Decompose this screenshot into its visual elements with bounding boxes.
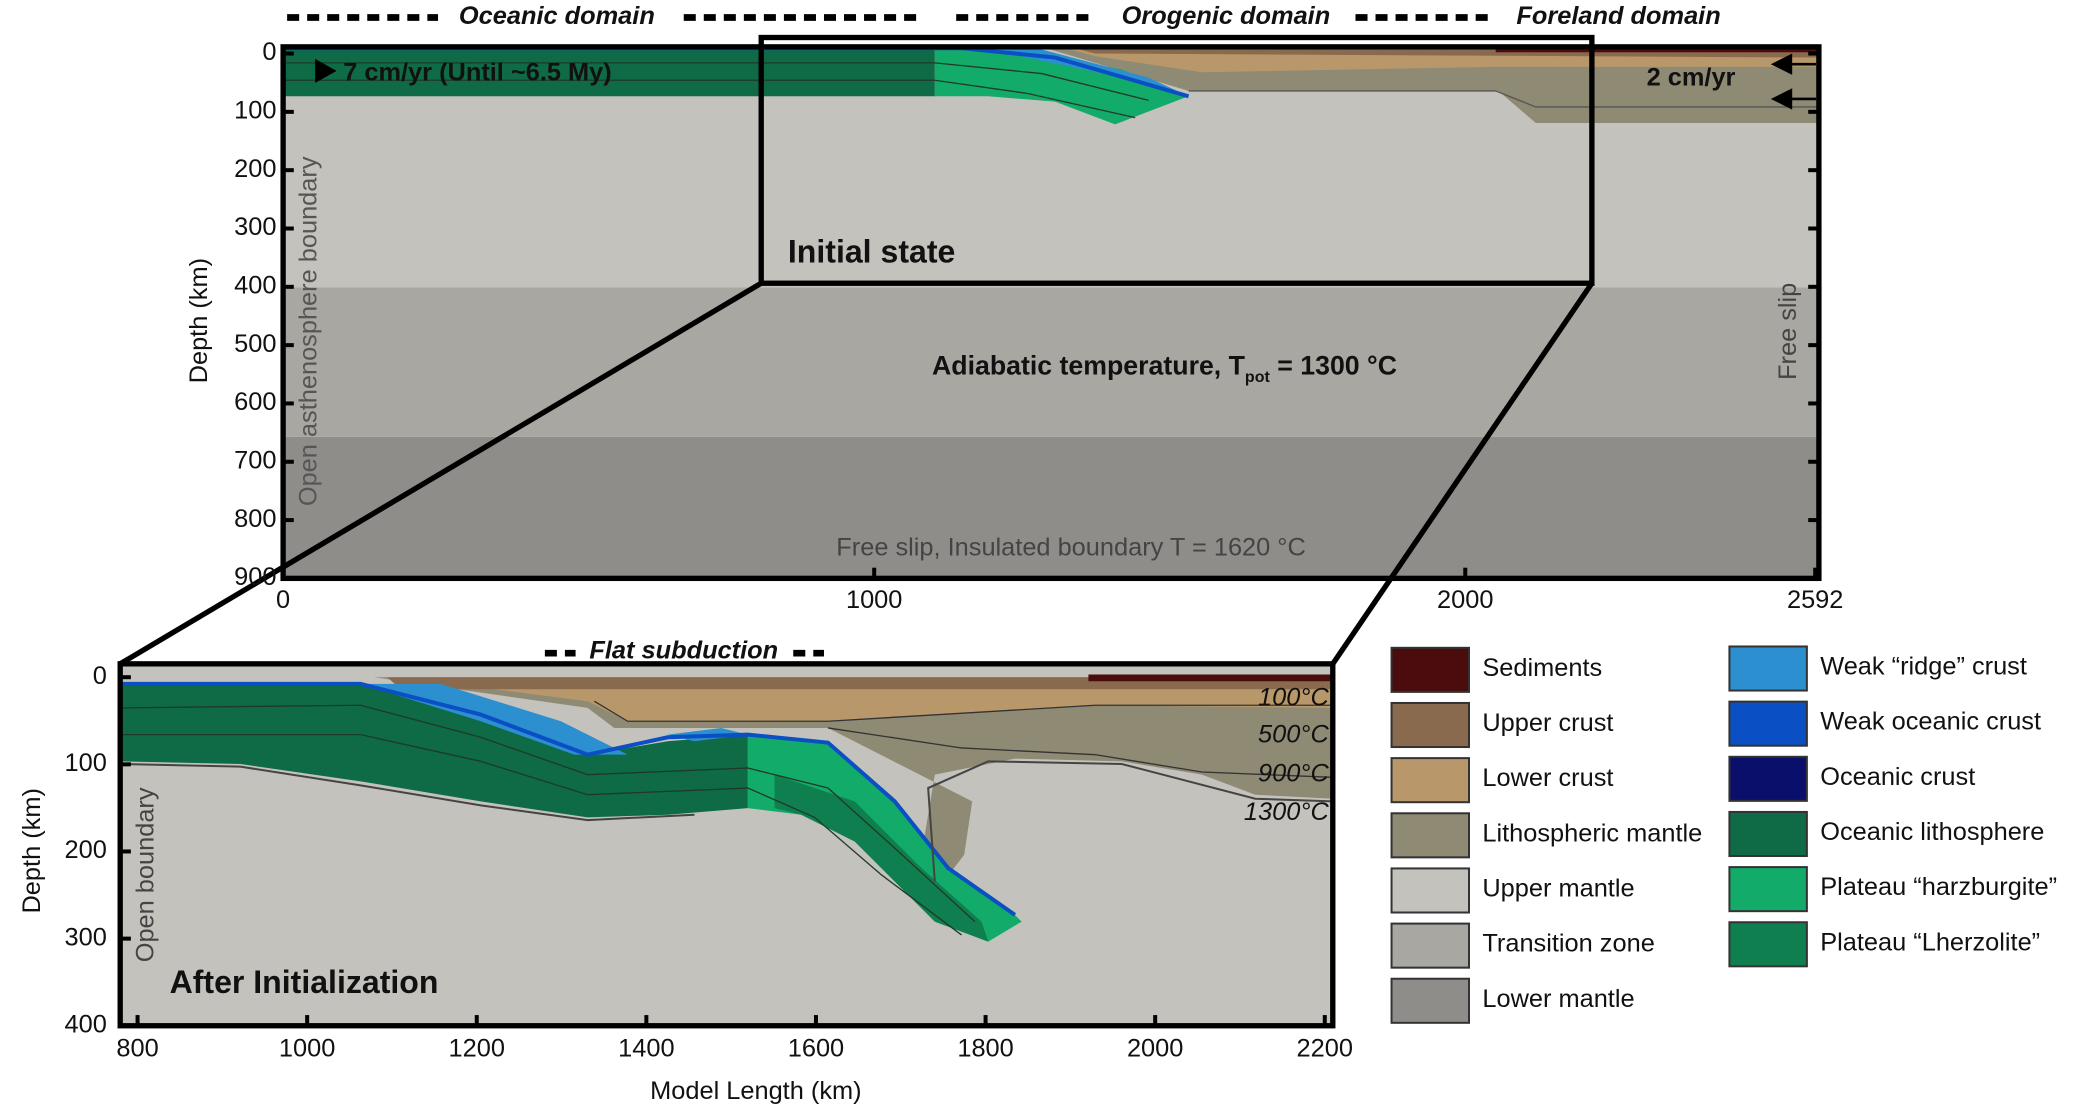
y-tick-label: 400 [234,272,276,300]
legend-label: Plateau “Lherzolite” [1820,928,2040,956]
legend-swatch [1392,924,1469,968]
legend-label: Upper mantle [1482,875,1634,903]
legend-swatch [1392,979,1469,1023]
temperature-value: = 1300 °C [1270,350,1397,380]
sediments [1088,675,1332,682]
domain-label: Foreland domain [1516,2,1720,30]
y-tick-label: 300 [65,923,107,951]
y-tick-label: 100 [234,97,276,125]
legend-swatch [1392,758,1469,802]
boundary-label: Open asthenosphere boundary [295,156,323,506]
legend-label: Oceanic lithosphere [1820,818,2044,846]
x-tick-label: 2000 [1437,586,1493,614]
y-tick-label: 900 [234,563,276,591]
legend-swatch [1392,703,1469,747]
x-tick-label: 800 [116,1034,158,1062]
y-tick-label: 200 [65,836,107,864]
y-tick-label: 600 [234,388,276,416]
isotherm-label: 900°C [1258,759,1329,787]
temperature-text: Adiabatic temperature, T [932,350,1246,380]
legend-label: Plateau “harzburgite” [1820,873,2057,901]
y-tick-label: 0 [262,38,276,66]
domain-label: Oceanic domain [459,2,655,30]
legend-label: Sediments [1482,654,1602,682]
y-tick-label: 700 [234,446,276,474]
y-tick-label: 800 [234,505,276,533]
velocity-label: 7 cm/yr (Until ~6.5 My) [343,58,611,86]
state-label: Initial state [788,233,955,269]
x-tick-label: 2200 [1297,1034,1353,1062]
boundary-label: Free slip [1774,283,1802,380]
legend-label: Oceanic crust [1820,763,1975,791]
x-tick-label: 1000 [279,1034,335,1062]
y-tick-label: 300 [234,213,276,241]
x-tick-label: 1200 [449,1034,505,1062]
legend-label: Lithospheric mantle [1482,819,1702,847]
legend-label: Weak “ridge” crust [1820,653,2027,681]
temperature-subscript: pot [1245,368,1271,386]
x-tick-label: 1600 [788,1034,844,1062]
y-tick-label: 0 [93,662,107,690]
legend-swatch [1392,868,1469,912]
legend-swatch [1729,757,1806,801]
boundary-label: Open boundary [132,787,160,962]
legend-swatch [1392,648,1469,692]
legend-swatch [1392,813,1469,857]
x-tick-label: 2592 [1787,586,1843,614]
x-axis-label: Model Length (km) [650,1077,861,1105]
y-tick-label: 200 [234,155,276,183]
legend-label: Transition zone [1482,930,1654,958]
legend-label: Lower crust [1482,764,1613,792]
domain-label: Orogenic domain [1122,2,1331,30]
y-tick-label: 500 [234,330,276,358]
legend-label: Lower mantle [1482,985,1634,1013]
figure: Oceanic domain Orogenic domain Foreland … [0,0,2094,1110]
isotherm-label: 1300°C [1244,798,1330,826]
x-tick-label: 1400 [618,1034,674,1062]
legend-label: Weak oceanic crust [1820,708,2041,736]
x-tick-label: 2000 [1127,1034,1183,1062]
legend-swatch [1729,812,1806,856]
y-tick-label: 400 [65,1010,107,1038]
legend-swatch [1729,922,1806,966]
y-axis-label: Depth (km) [18,788,46,913]
legend-swatch [1729,867,1806,911]
state-label: After Initialization [170,964,439,1000]
legend-swatch [1729,646,1806,690]
panel-title: Flat subduction [589,637,778,665]
legend-swatch [1729,702,1806,746]
x-tick-label: 1800 [957,1034,1013,1062]
page: Oceanic domain Orogenic domain Foreland … [0,0,2094,1110]
isotherm-label: 500°C [1258,721,1329,749]
x-tick-label: 0 [276,586,290,614]
velocity-label: 2 cm/yr [1647,64,1736,92]
y-tick-label: 100 [65,749,107,777]
x-tick-label: 1000 [846,586,902,614]
isotherm-label: 100°C [1258,683,1329,711]
legend-label: Upper crust [1482,709,1613,737]
y-axis-label: Depth (km) [185,258,213,383]
boundary-label: Free slip, Insulated boundary T = 1620 °… [836,534,1305,562]
